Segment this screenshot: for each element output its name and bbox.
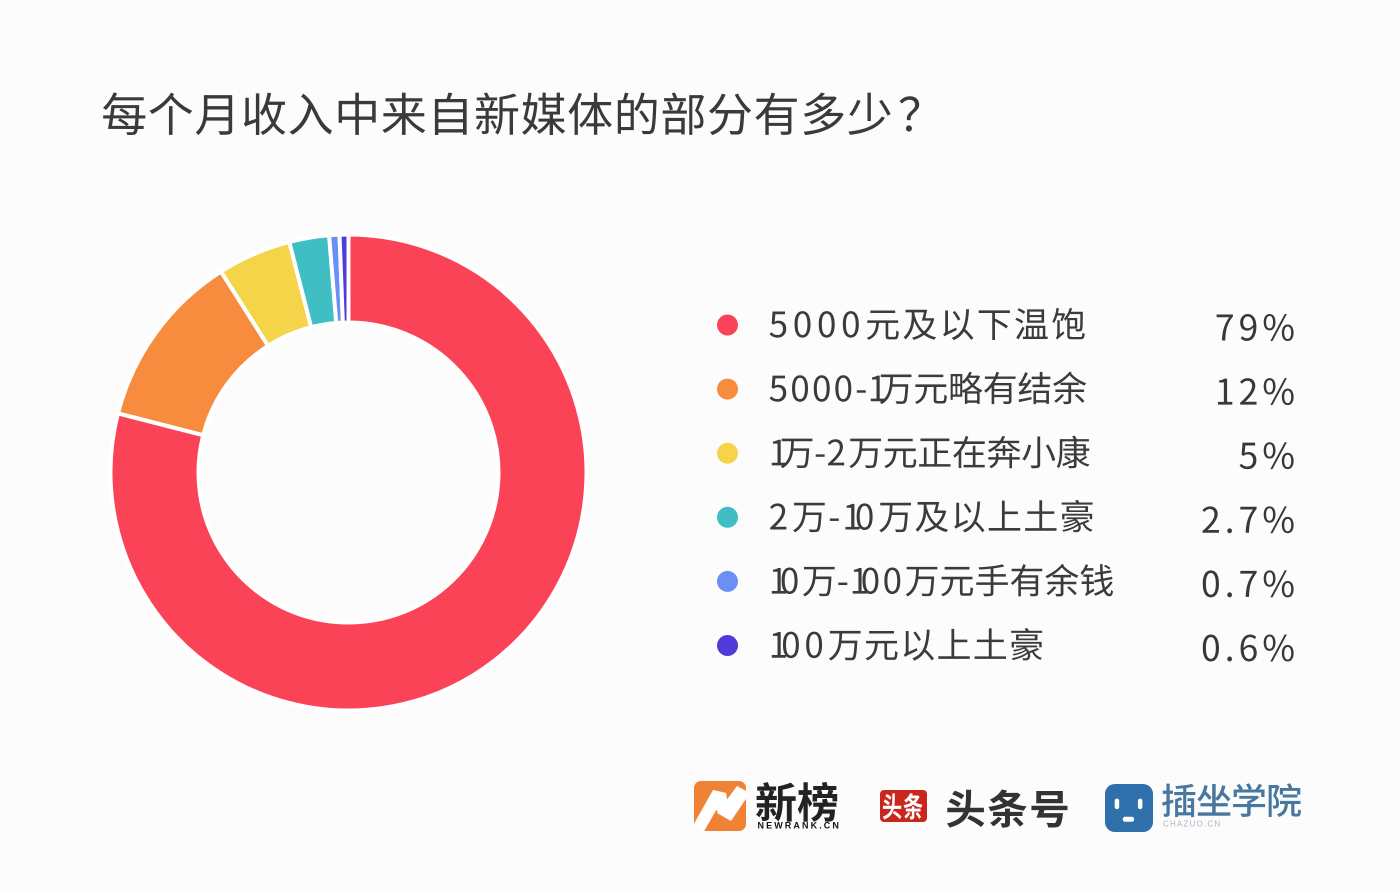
svg-text:CHAZUO.CN: CHAZUO.CN xyxy=(1163,820,1221,829)
svg-text:NEWRANK.CN: NEWRANK.CN xyxy=(758,821,842,831)
